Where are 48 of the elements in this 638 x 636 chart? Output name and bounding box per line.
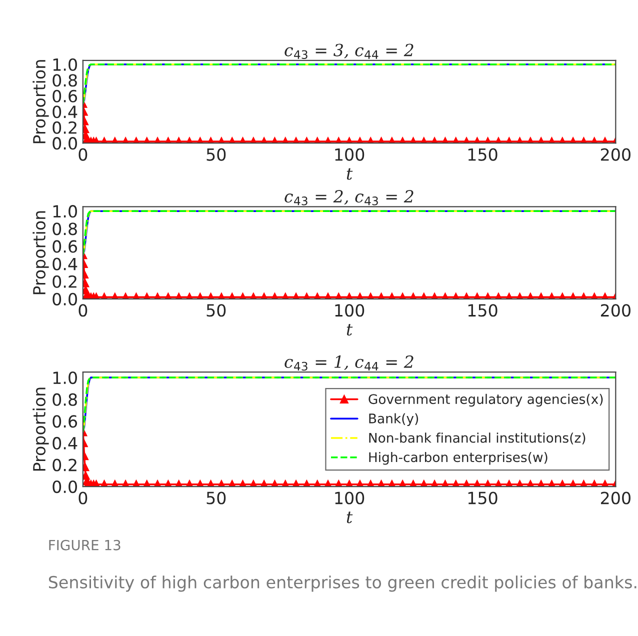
legend-label: High-carbon enterprises(w) [369, 452, 548, 465]
y-axis-title: Proportion [32, 60, 49, 144]
x-axis-title: t [346, 324, 353, 336]
x-tick-label: 100 [335, 148, 364, 161]
x-tick-label: 0 [78, 492, 88, 504]
y-tick-label: 0.2 [52, 458, 76, 472]
chart-title: c$_{43}$ = 1, c$_{44}$ = 2 [284, 355, 414, 371]
y-tick-label: 0.0 [52, 137, 77, 150]
x-axis-title: t [346, 512, 353, 524]
x-tick-label: 200 [600, 492, 630, 504]
legend-label: Non-bank financial institutions(z) [369, 432, 586, 444]
y-tick-label: 1.0 [53, 58, 77, 71]
x-tick-label: 200 [600, 148, 630, 161]
x-tick-label: 50 [206, 304, 226, 317]
y-tick-label: 0.4 [52, 106, 78, 118]
y-tick-label: 0.8 [52, 393, 77, 406]
legend-label: Bank(y) [369, 413, 418, 426]
x-tick-label: 50 [206, 148, 226, 161]
y-tick-label: 0.6 [52, 415, 78, 428]
y-tick-label: 0.4 [52, 436, 78, 450]
x-tick-label: 50 [206, 492, 226, 504]
y-axis-title: Proportion [32, 388, 49, 471]
y-tick-label: 0.2 [52, 121, 76, 134]
y-tick-label: 0.4 [52, 258, 78, 270]
x-tick-label: 100 [335, 304, 364, 317]
y-tick-label: 0.8 [52, 74, 77, 87]
y-axis-title: Proportion [32, 211, 49, 294]
y-tick-label: 1.0 [53, 371, 77, 384]
x-tick-label: 150 [468, 492, 498, 504]
x-tick-label: 0 [78, 304, 88, 317]
x-tick-label: 200 [600, 304, 630, 317]
y-tick-label: 1.0 [53, 205, 77, 218]
y-tick-label: 0.2 [52, 275, 76, 288]
y-tick-label: 0.6 [52, 240, 78, 253]
x-tick-label: 150 [468, 304, 498, 317]
x-tick-label: 100 [335, 492, 364, 504]
caption: FIGURE 13 [49, 540, 120, 550]
y-tick-label: 0.0 [52, 480, 77, 494]
chart-title: c$_{43}$ = 3, c$_{44}$ = 2 [284, 44, 414, 60]
y-tick-label: 0.6 [52, 90, 78, 102]
x-tick-label: 150 [468, 148, 498, 161]
text: Sensitivity of high carbon enterprises to green credit policies of banks. [48, 576, 636, 592]
y-tick-label: 0.8 [52, 222, 77, 236]
x-axis-title: t [346, 168, 353, 180]
chart-title: c$_{43}$ = 2, c$_{43}$ = 2 [284, 190, 414, 206]
x-tick-label: 0 [78, 148, 88, 161]
y-tick-label: 0.0 [52, 292, 77, 306]
legend-label: Government regulatory agencies(x) [368, 394, 603, 407]
